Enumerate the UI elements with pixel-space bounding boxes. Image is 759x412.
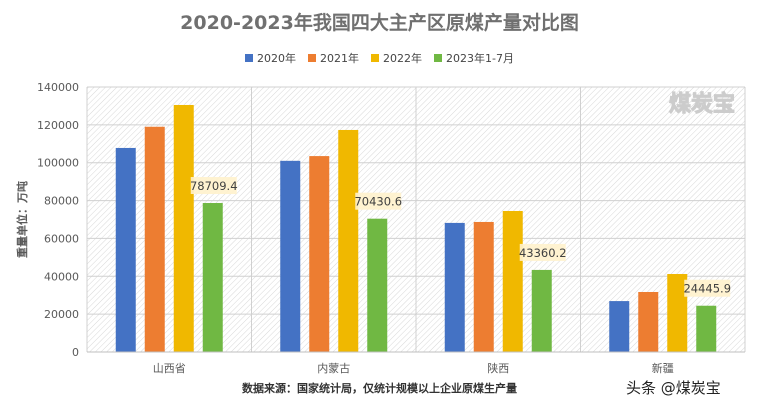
plot-watermark: 煤炭宝 xyxy=(669,91,735,117)
y-tick-label: 40000 xyxy=(44,270,79,283)
y-tick-label: 140000 xyxy=(37,81,79,94)
data-label: 78709.4 xyxy=(190,179,238,193)
legend-swatch xyxy=(308,54,317,62)
bar-2020年-陕西 xyxy=(444,222,465,352)
bar-2023年1-7月-陕西 xyxy=(531,269,552,352)
chart-title: 2020-2023年我国四大主产区原煤产量对比图 xyxy=(180,12,579,34)
legend-label: 2022年 xyxy=(383,52,423,65)
bar-2022年-山西省 xyxy=(173,104,194,352)
data-label: 70430.6 xyxy=(354,195,402,209)
y-tick-label: 100000 xyxy=(37,157,79,170)
x-tick-label: 山西省 xyxy=(153,362,186,375)
legend-label: 2021年 xyxy=(320,52,360,65)
data-label-background xyxy=(684,279,731,297)
legend: 2020年 2021年 2022年 2023年1-7月 xyxy=(0,50,759,66)
legend-item: 2023年1-7月 xyxy=(434,50,514,66)
legend-swatch xyxy=(245,54,254,62)
legend-swatch xyxy=(434,54,443,62)
bar-2023年1-7月-内蒙古 xyxy=(367,218,388,352)
x-tick-label: 内蒙古 xyxy=(317,361,350,375)
y-tick-label: 80000 xyxy=(44,195,79,208)
y-tick-label: 0 xyxy=(72,346,79,359)
data-label: 43360.2 xyxy=(519,246,567,260)
y-tick-label: 120000 xyxy=(37,119,79,132)
legend-item: 2020年 xyxy=(245,50,296,66)
legend-swatch xyxy=(371,54,380,62)
bar-2020年-山西省 xyxy=(115,147,136,352)
y-tick-label: 60000 xyxy=(44,232,79,245)
bar-2021年-山西省 xyxy=(144,126,165,352)
data-label: 24445.9 xyxy=(683,282,731,296)
bar-2021年-新疆 xyxy=(638,291,659,352)
x-tick-label: 陕西 xyxy=(487,361,509,375)
data-label-background xyxy=(519,243,566,261)
source-note: 数据来源：国家统计局，仅统计规模以上企业原煤生产量 xyxy=(242,382,517,395)
bar-2022年-新疆 xyxy=(667,274,688,352)
bar-2023年1-7月-新疆 xyxy=(696,305,717,352)
bar-2021年-陕西 xyxy=(473,221,494,352)
legend-item: 2021年 xyxy=(308,50,359,66)
bar-2020年-内蒙古 xyxy=(280,160,301,352)
bar-2022年-陕西 xyxy=(502,210,523,352)
legend-label: 2023年1-7月 xyxy=(446,52,514,65)
legend-label: 2020年 xyxy=(257,52,297,65)
x-tick-label: 新疆 xyxy=(652,361,674,375)
bar-2022年-内蒙古 xyxy=(338,129,359,352)
bar-2020年-新疆 xyxy=(609,301,630,352)
bar-2021年-内蒙古 xyxy=(309,156,330,352)
footer-watermark: 头条 @煤炭宝 xyxy=(626,379,721,397)
data-label-background xyxy=(355,192,402,210)
y-tick-label: 20000 xyxy=(44,308,79,321)
bar-2023年1-7月-山西省 xyxy=(202,203,223,352)
y-axis-label: 重量单位：万吨 xyxy=(15,181,29,258)
legend-item: 2022年 xyxy=(371,50,422,66)
data-label-background xyxy=(190,177,237,195)
